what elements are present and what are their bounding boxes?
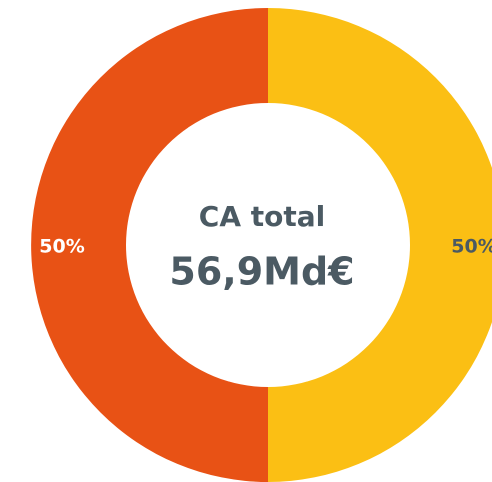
center-value: 56,9Md€ <box>169 250 354 294</box>
data-label: 50% <box>39 236 84 258</box>
data-label: 50% <box>451 236 492 258</box>
donut-segment <box>268 8 492 482</box>
donut-segment <box>31 8 268 482</box>
center-title: CA total <box>199 200 325 233</box>
